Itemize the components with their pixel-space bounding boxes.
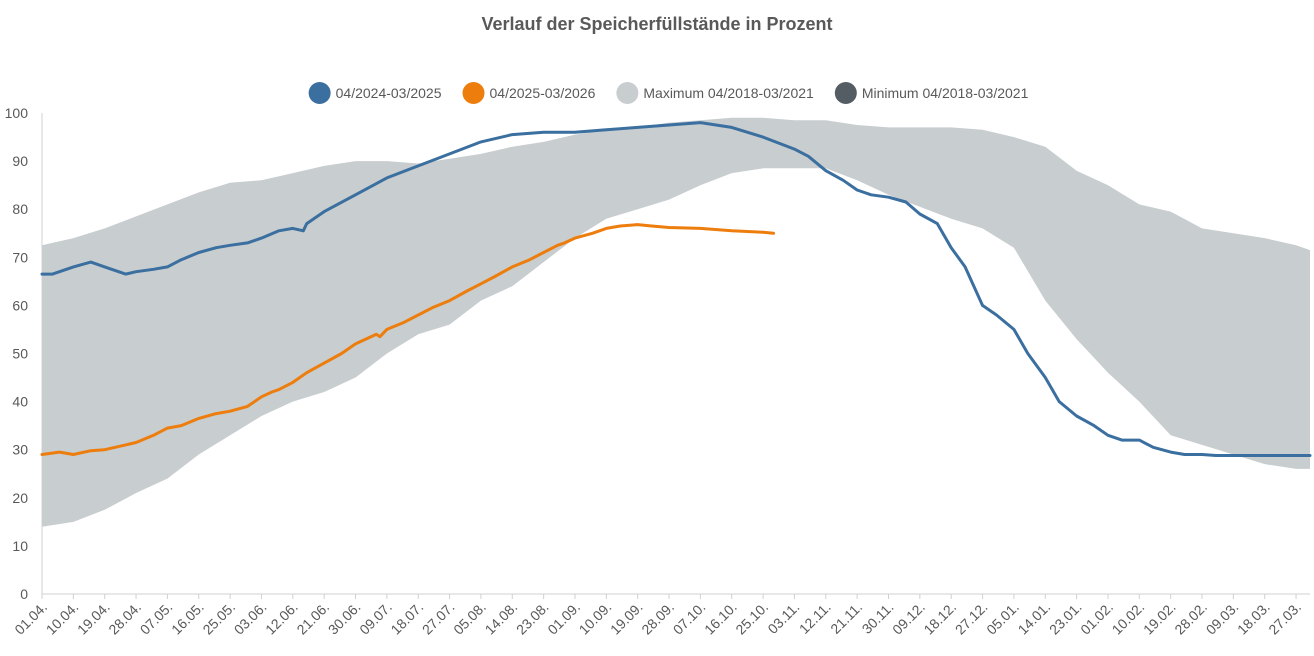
x-tick-label: 01.04. — [11, 599, 50, 638]
legend-marker — [308, 82, 331, 104]
x-tick-label: 07.10. — [670, 599, 709, 638]
x-tick-label: 28.02. — [1171, 599, 1210, 638]
series-lines — [40, 121, 1312, 457]
y-tick-label: 50 — [12, 346, 28, 362]
x-tick-label: 05.01. — [983, 599, 1022, 638]
min-max-area — [42, 117, 1310, 527]
y-tick-label: 60 — [12, 297, 28, 313]
legend-label: 04/2024-03/2025 — [336, 85, 442, 101]
legend-label: Minimum 04/2018-03/2021 — [862, 85, 1029, 101]
y-tick-label: 90 — [12, 153, 28, 169]
legend: 04/2024-03/2025 04/2025-03/2026 Maximum 04… — [308, 82, 1029, 104]
y-axis: 0 10 20 30 40 50 60 70 80 90 100 — [5, 105, 43, 602]
legend-item-4: Minimum 04/2018-03/2021 — [834, 82, 1029, 104]
legend-marker — [616, 82, 639, 104]
x-tick-label: 03.06. — [231, 599, 270, 638]
x-tick-label: 27.03. — [1265, 599, 1304, 638]
x-tick-label: 28.04. — [105, 599, 144, 638]
legend-item-3: Maximum 04/2018-03/2021 — [616, 82, 814, 104]
x-tick-label: 12.06. — [262, 599, 301, 638]
x-tick-label: 30.11. — [859, 599, 897, 637]
x-tick-label: 18.07. — [387, 599, 426, 638]
x-tick-label: 18.03. — [1234, 599, 1273, 638]
x-tick-label: 09.07. — [356, 599, 395, 638]
x-tick-label: 16.10. — [701, 599, 740, 638]
x-tick-label: 23.08. — [513, 599, 552, 638]
x-tick-label: 14.08. — [482, 599, 521, 638]
x-tick-label: 21.11. — [827, 599, 865, 637]
x-tick-label: 07.05. — [137, 599, 176, 638]
legend-label: Maximum 04/2018-03/2021 — [643, 85, 814, 101]
y-tick-label: 40 — [12, 394, 28, 410]
x-tick-label: 30.06. — [325, 599, 364, 638]
x-tick-label: 12.11. — [796, 599, 834, 637]
y-tick-label: 80 — [12, 201, 28, 217]
x-tick-label: 05.08. — [450, 599, 489, 638]
legend-item-1: 04/2024-03/2025 — [308, 82, 442, 104]
min-max-band — [42, 117, 1310, 527]
x-tick-label: 03.11. — [764, 599, 802, 637]
y-tick-label: 0 — [20, 586, 28, 602]
x-tick-label: 27.12. — [952, 599, 991, 638]
x-tick-label: 01.09. — [544, 599, 583, 638]
series-line-1 — [40, 121, 1312, 457]
x-tick-label: 14.01. — [1015, 599, 1054, 638]
y-tick-label: 20 — [12, 490, 28, 506]
legend-label: 04/2025-03/2026 — [490, 85, 596, 101]
x-tick-label: 18.12. — [920, 599, 959, 638]
x-tick-label: 16.05. — [168, 599, 207, 638]
series-line-2 — [40, 223, 775, 456]
x-tick-label: 10.02. — [1109, 599, 1148, 638]
legend-marker — [462, 82, 485, 104]
x-axis: 01.04.10.04.19.04.28.04.07.05.16.05.25.0… — [11, 593, 1310, 638]
x-tick-label: 21.06. — [293, 599, 332, 638]
x-tick-label: 09.12. — [889, 599, 928, 638]
x-tick-label: 28.09. — [638, 599, 677, 638]
x-tick-label: 27.07. — [419, 599, 458, 638]
x-tick-label: 19.02. — [1140, 599, 1179, 638]
y-tick-label: 70 — [12, 249, 28, 265]
legend-marker — [834, 82, 857, 104]
x-tick-label: 19.09. — [607, 599, 646, 638]
y-tick-label: 10 — [12, 538, 28, 554]
x-tick-label: 01.02. — [1077, 599, 1116, 638]
x-tick-label: 09.03. — [1203, 599, 1242, 638]
x-tick-label: 10.09. — [576, 599, 615, 638]
x-tick-label: 23.01. — [1046, 599, 1085, 638]
x-tick-label: 25.10. — [732, 599, 771, 638]
y-tick-label: 100 — [5, 105, 29, 121]
chart-title: Verlauf der Speicherfüllstände in Prozen… — [481, 14, 832, 34]
x-tick-label: 19.04. — [74, 599, 113, 638]
legend-item-2: 04/2025-03/2026 — [462, 82, 596, 104]
x-tick-label: 25.05. — [199, 599, 238, 638]
y-tick-label: 30 — [12, 442, 28, 458]
x-tick-label: 10.04. — [43, 599, 82, 638]
